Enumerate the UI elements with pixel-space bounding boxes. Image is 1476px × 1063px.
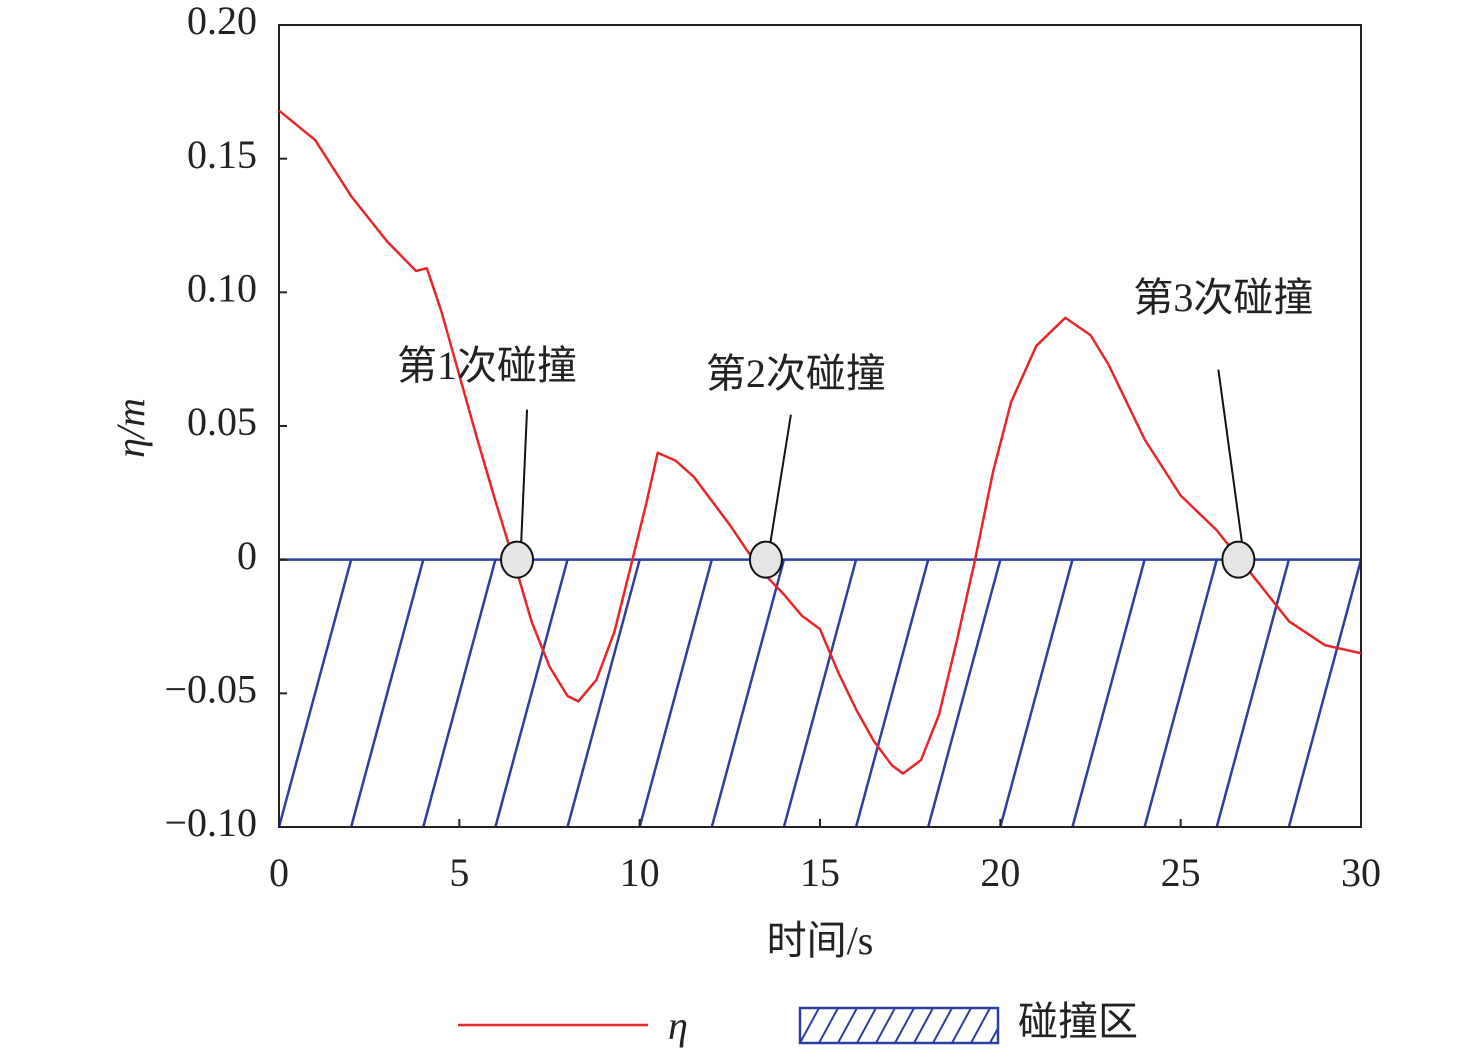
hatch-line [782,559,858,828]
hatch-line [818,1008,839,1043]
y-tick-label: −0.05 [164,667,257,712]
hatch-line [932,1008,953,1043]
annotation-leader [768,414,792,546]
hatch-line [926,559,1002,828]
hatch-line [989,1026,998,1043]
y-tick-label: −0.10 [164,800,257,845]
x-tick-label: 20 [980,850,1020,895]
hatch-line [494,559,569,828]
hatch-line [875,1008,896,1043]
annotation-label: 第1次碰撞 [397,343,577,388]
annotation-leader [520,409,529,546]
legend-label: η [668,1003,688,1048]
hatch-line [854,559,930,828]
annotation-leader [1217,369,1244,546]
annotation-label: 第2次碰撞 [706,351,886,396]
hatch-line [1287,559,1361,828]
legend-zone [798,1006,1000,1045]
x-tick-label: 15 [800,850,840,895]
legend-label: 碰撞区 [1018,999,1138,1044]
x-tick-label: 30 [1341,850,1381,895]
hatch-line [1215,559,1291,828]
y-tick-label: 0 [237,533,257,578]
x-axis-label: 时间/s [767,918,874,963]
hatch-line [800,1008,820,1043]
hatch-line [913,1008,934,1043]
collision-zone [279,558,1361,828]
hatch-line [999,559,1074,828]
annotation-label: 第3次碰撞 [1133,275,1313,320]
hatch-line [422,559,497,828]
hatch [279,559,1361,828]
hatch-line [970,1008,991,1043]
x-tick-label: 10 [620,850,660,895]
x-tick-label: 5 [449,850,469,895]
y-tick-label: 0.20 [187,0,257,43]
hatch-line [566,559,641,828]
legend-hatch [800,1008,998,1043]
hatch-line [856,1008,877,1043]
x-tick-label: 0 [269,850,289,895]
y-axis-label: η/m [108,398,153,458]
hatch-line [1143,559,1218,828]
y-tick-label: 0.10 [187,266,257,311]
hatch-line [1071,559,1146,828]
legend-box [798,1006,1000,1045]
hatch-line [1359,822,1361,827]
collision-marker [1221,540,1256,579]
hatch-line [800,1008,801,1011]
hatch-line [894,1008,915,1043]
data-line [278,109,1362,775]
plot-frame [278,24,1362,828]
y-tick-label: 0.05 [187,399,257,444]
y-tick-label: 0.15 [187,132,257,177]
collision-marker [748,540,783,579]
hatch-line [951,1008,972,1043]
hatch-line [349,559,425,828]
x-tick-label: 25 [1161,850,1201,895]
hatch-line [638,559,714,828]
hatch-line [837,1008,858,1043]
collision-marker [500,540,535,579]
hatch-line [279,559,353,828]
hatch-line [710,559,786,828]
